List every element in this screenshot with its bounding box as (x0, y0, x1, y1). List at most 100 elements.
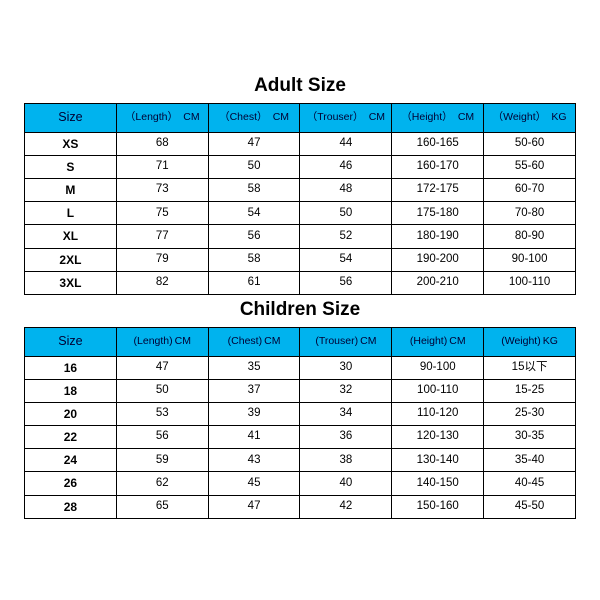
adult-cell: 90-100 (484, 248, 576, 271)
children-title: Children Size (24, 295, 576, 327)
children-cell: 47 (208, 495, 300, 518)
children-cell: 43 (208, 449, 300, 472)
adult-row: L755450175-18070-80 (25, 202, 576, 225)
children-cell: 30 (300, 356, 392, 379)
adult-cell: 54 (300, 248, 392, 271)
adult-cell: 52 (300, 225, 392, 248)
adult-cell: 200-210 (392, 271, 484, 294)
children-cell: 120-130 (392, 426, 484, 449)
children-cell: 47 (116, 356, 208, 379)
children-cell: 24 (25, 449, 117, 472)
adult-cell: 160-170 (392, 155, 484, 178)
children-size-table: Size(Length)CM(Chest)CM(Trouser)CM(Heigh… (24, 327, 576, 519)
children-cell: 50 (116, 379, 208, 402)
adult-cell: 55-60 (484, 155, 576, 178)
children-cell: 56 (116, 426, 208, 449)
adult-row: XL775652180-19080-90 (25, 225, 576, 248)
adult-cell: 58 (208, 179, 300, 202)
adult-cell: L (25, 202, 117, 225)
adult-cell: 50-60 (484, 132, 576, 155)
children-cell: 36 (300, 426, 392, 449)
children-row: 1647353090-10015以下 (25, 356, 576, 379)
adult-cell: 46 (300, 155, 392, 178)
adult-cell: 70-80 (484, 202, 576, 225)
children-cell: 15以下 (484, 356, 576, 379)
children-cell: 28 (25, 495, 117, 518)
adult-cell: 190-200 (392, 248, 484, 271)
adult-row: S715046160-17055-60 (25, 155, 576, 178)
children-header-col-2: (Chest)CM (208, 328, 300, 357)
adult-cell: XS (25, 132, 117, 155)
children-cell: 53 (116, 402, 208, 425)
children-cell: 39 (208, 402, 300, 425)
children-cell: 35-40 (484, 449, 576, 472)
adult-cell: 77 (116, 225, 208, 248)
children-cell: 42 (300, 495, 392, 518)
adult-row: 2XL795854190-20090-100 (25, 248, 576, 271)
children-header-col-0: Size (25, 328, 117, 357)
adult-row: M735848172-17560-70 (25, 179, 576, 202)
adult-cell: S (25, 155, 117, 178)
children-cell: 130-140 (392, 449, 484, 472)
adult-cell: 2XL (25, 248, 117, 271)
children-cell: 15-25 (484, 379, 576, 402)
children-row: 26624540140-15040-45 (25, 472, 576, 495)
adult-cell: 79 (116, 248, 208, 271)
adult-header-col-1: （Length） CM (116, 104, 208, 133)
children-cell: 45 (208, 472, 300, 495)
adult-header-col-4: （Height） CM (392, 104, 484, 133)
adult-cell: 75 (116, 202, 208, 225)
adult-cell: 100-110 (484, 271, 576, 294)
adult-row: XS684744160-16550-60 (25, 132, 576, 155)
adult-cell: 56 (300, 271, 392, 294)
children-cell: 41 (208, 426, 300, 449)
adult-header-col-5: （Weight） KG (484, 104, 576, 133)
adult-cell: 48 (300, 179, 392, 202)
adult-cell: 50 (300, 202, 392, 225)
size-chart-card: Adult Size Size（Length） CM（Chest） CM（Tro… (20, 63, 580, 537)
children-cell: 62 (116, 472, 208, 495)
adult-cell: 58 (208, 248, 300, 271)
adult-cell: M (25, 179, 117, 202)
children-header-col-4: (Height)CM (392, 328, 484, 357)
adult-header-col-2: （Chest） CM (208, 104, 300, 133)
adult-cell: XL (25, 225, 117, 248)
adult-cell: 80-90 (484, 225, 576, 248)
adult-cell: 3XL (25, 271, 117, 294)
children-row: 22564136120-13030-35 (25, 426, 576, 449)
children-cell: 22 (25, 426, 117, 449)
children-cell: 100-110 (392, 379, 484, 402)
children-cell: 65 (116, 495, 208, 518)
adult-header-col-0: Size (25, 104, 117, 133)
children-cell: 110-120 (392, 402, 484, 425)
children-cell: 30-35 (484, 426, 576, 449)
children-header-col-5: (Weight)KG (484, 328, 576, 357)
children-cell: 26 (25, 472, 117, 495)
children-cell: 37 (208, 379, 300, 402)
adult-cell: 71 (116, 155, 208, 178)
adult-cell: 175-180 (392, 202, 484, 225)
children-cell: 18 (25, 379, 117, 402)
adult-cell: 54 (208, 202, 300, 225)
children-row: 20533934110-12025-30 (25, 402, 576, 425)
children-cell: 40 (300, 472, 392, 495)
children-cell: 59 (116, 449, 208, 472)
adult-cell: 180-190 (392, 225, 484, 248)
children-cell: 45-50 (484, 495, 576, 518)
adult-cell: 60-70 (484, 179, 576, 202)
adult-header-col-3: （Trouser） CM (300, 104, 392, 133)
adult-cell: 160-165 (392, 132, 484, 155)
children-cell: 140-150 (392, 472, 484, 495)
children-cell: 40-45 (484, 472, 576, 495)
adult-title: Adult Size (24, 71, 576, 103)
children-cell: 34 (300, 402, 392, 425)
adult-row: 3XL826156200-210100-110 (25, 271, 576, 294)
children-cell: 32 (300, 379, 392, 402)
children-cell: 38 (300, 449, 392, 472)
children-cell: 20 (25, 402, 117, 425)
children-cell: 25-30 (484, 402, 576, 425)
adult-cell: 50 (208, 155, 300, 178)
children-cell: 35 (208, 356, 300, 379)
children-header-col-3: (Trouser)CM (300, 328, 392, 357)
children-cell: 16 (25, 356, 117, 379)
